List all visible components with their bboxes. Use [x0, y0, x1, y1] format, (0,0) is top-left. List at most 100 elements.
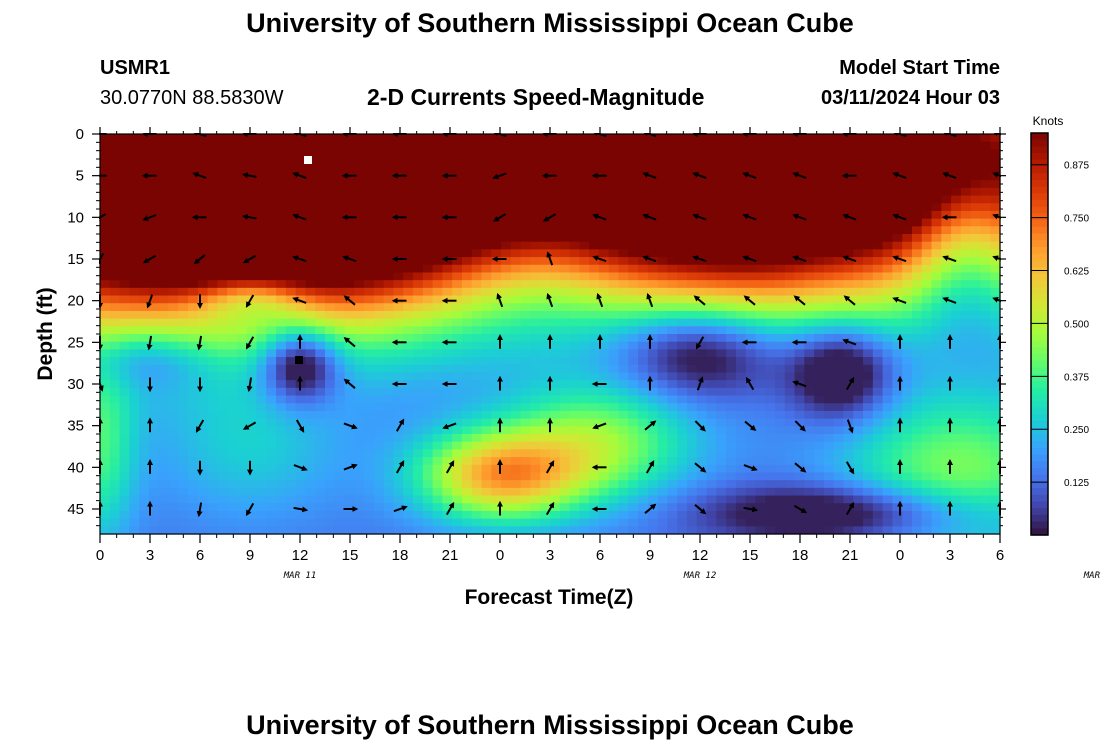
heatmap-cell	[931, 418, 942, 427]
heatmap-cell	[550, 526, 561, 535]
heatmap-cell	[461, 280, 473, 289]
heatmap-cell	[540, 510, 551, 520]
heatmap-cell	[765, 141, 776, 150]
heatmap-cell	[207, 295, 218, 304]
heatmap-cell	[589, 518, 600, 527]
heatmap-cell	[373, 395, 385, 404]
heatmap-cell	[765, 218, 776, 227]
heatmap-cell	[784, 364, 796, 374]
heatmap-cell	[921, 318, 933, 327]
heatmap-cell	[188, 257, 199, 266]
heatmap-cell	[990, 480, 1001, 489]
heatmap-cell	[990, 410, 1001, 420]
heatmap-cell	[178, 464, 189, 474]
heatmap-cell	[491, 180, 502, 189]
heatmap-cell	[471, 241, 483, 250]
heatmap-cell	[236, 426, 248, 435]
heatmap-cell	[921, 426, 933, 435]
heatmap-cell	[794, 510, 805, 520]
heatmap-cell	[510, 249, 522, 258]
heatmap-cell	[833, 287, 845, 297]
heatmap-cell	[628, 518, 639, 527]
heatmap-cell	[980, 526, 991, 535]
heatmap-cell	[422, 487, 434, 497]
heatmap-cell	[403, 157, 414, 166]
heatmap-cell	[393, 487, 404, 497]
heatmap-cell	[422, 203, 434, 212]
heatmap-cell	[256, 410, 267, 420]
heatmap-cell	[471, 280, 483, 289]
heatmap-cell	[413, 264, 424, 274]
heatmap-cell	[569, 134, 580, 143]
heatmap-cell	[266, 457, 277, 466]
heatmap-cell	[970, 341, 982, 350]
heatmap-cell	[872, 464, 884, 474]
heatmap-cell	[970, 218, 982, 227]
heatmap-cell	[902, 241, 913, 250]
heatmap-cell	[559, 472, 571, 481]
heatmap-cell	[706, 318, 717, 327]
heatmap-cell	[188, 380, 199, 389]
heatmap-cell	[246, 426, 258, 435]
heatmap-cell	[794, 141, 805, 150]
heatmap-cell	[119, 472, 130, 481]
heatmap-cell	[892, 318, 903, 327]
heatmap-cell	[501, 334, 512, 343]
heatmap-cell	[794, 495, 805, 504]
heatmap-cell	[530, 410, 541, 420]
heatmap-cell	[334, 426, 346, 435]
heatmap-cell	[716, 403, 727, 412]
heatmap-cell	[833, 349, 845, 358]
heatmap-cell	[197, 157, 209, 166]
heatmap-cell	[970, 280, 982, 289]
heatmap-cell	[236, 357, 248, 366]
heatmap-cell	[236, 203, 248, 212]
heatmap-cell	[863, 157, 874, 166]
heatmap-cell	[197, 318, 209, 327]
heatmap-cell	[276, 264, 287, 274]
heatmap-cell	[510, 134, 522, 143]
heatmap-cell	[667, 303, 678, 312]
heatmap-cell	[227, 341, 238, 350]
heatmap-cell	[334, 503, 346, 512]
heatmap-cell	[491, 318, 502, 327]
heatmap-cell	[461, 495, 473, 504]
heatmap-cell	[344, 387, 355, 397]
heatmap-cell	[931, 280, 942, 289]
heatmap-cell	[295, 418, 307, 427]
heatmap-cell	[872, 180, 884, 189]
heatmap-cell	[882, 472, 893, 481]
heatmap-cell	[188, 234, 199, 243]
heatmap-cell	[755, 187, 766, 197]
heatmap-cell	[207, 203, 218, 212]
heatmap-cell	[540, 195, 551, 204]
heatmap-cell	[285, 503, 297, 512]
heatmap-cell	[227, 172, 238, 181]
heatmap-cell	[432, 357, 443, 366]
heatmap-cell	[188, 503, 199, 512]
heatmap-cell	[706, 380, 717, 389]
heatmap-cell	[657, 287, 668, 297]
heatmap-cell	[461, 272, 473, 281]
heatmap-cell	[227, 210, 238, 220]
heatmap-cell	[843, 310, 854, 320]
heatmap-cell	[911, 426, 923, 435]
heatmap-cell	[990, 341, 1001, 350]
heatmap-cell	[755, 249, 766, 258]
heatmap-cell	[119, 264, 130, 274]
heatmap-cell	[755, 334, 766, 343]
heatmap-cell	[823, 172, 835, 181]
heatmap-cell	[501, 510, 512, 520]
heatmap-cell	[364, 518, 375, 527]
heatmap-cell	[217, 287, 228, 297]
heatmap-cell	[951, 410, 962, 420]
heatmap-cell	[168, 518, 179, 527]
heatmap-cell	[745, 295, 757, 304]
heatmap-cell	[403, 326, 414, 335]
heatmap-cell	[461, 310, 473, 320]
heatmap-cell	[970, 357, 982, 366]
heatmap-cell	[902, 334, 913, 343]
heatmap-cell	[373, 249, 385, 258]
heatmap-cell	[872, 395, 884, 404]
heatmap-cell	[872, 449, 884, 458]
